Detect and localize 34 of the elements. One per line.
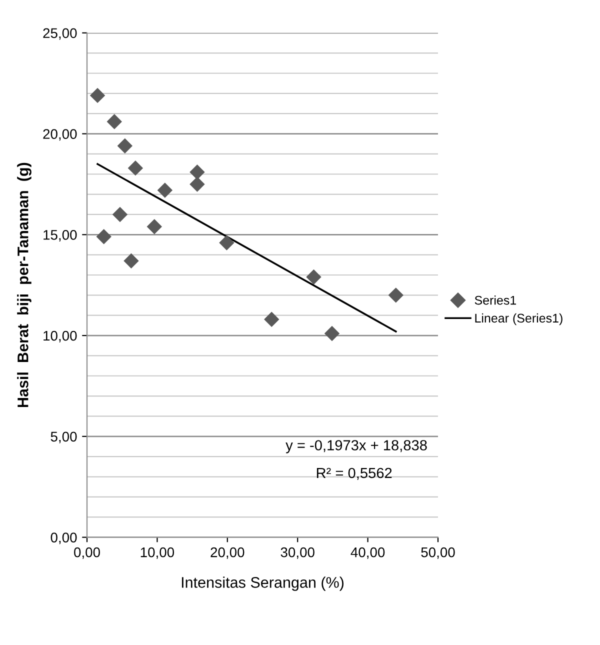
point (112, 206, 128, 222)
y-tick-label: 0,00 (50, 532, 77, 544)
x-axis-title: Intensitas Serangan (%) (182, 576, 344, 591)
point (190, 176, 205, 192)
point (117, 138, 133, 154)
y-tick-label: 10,00 (44, 330, 77, 342)
point (190, 164, 205, 180)
y-axis-title: Hasil Berat biji per-Tanaman (g) (17, 162, 32, 408)
x-tick-label: 10,00 (140, 547, 174, 559)
y-tick-label: 20,00 (43, 129, 77, 141)
point (128, 160, 144, 176)
legend-label: Series1 (474, 296, 516, 305)
point (306, 269, 322, 285)
y-tick-label: 15,00 (44, 230, 77, 242)
point (264, 312, 280, 327)
annotation: R² = 0,5562 (316, 468, 392, 480)
x-tick-label: 30,00 (280, 547, 314, 559)
x-tick-label: 40,00 (350, 547, 385, 559)
point (157, 182, 173, 198)
legend-label: Linear (Series1) (475, 313, 562, 326)
y-tick-label: 5,00 (50, 432, 77, 444)
y-tick-label: 25,00 (43, 28, 77, 40)
point (96, 229, 112, 244)
point (219, 235, 234, 250)
point (106, 114, 122, 130)
point (124, 253, 139, 268)
x-tick-label: 0,00 (74, 547, 100, 559)
x-tick-label: 50,00 (421, 547, 455, 559)
annotation: y = -0,1973x + 18,838 (286, 440, 427, 454)
point (388, 288, 404, 303)
x-tick-label: 20,00 (210, 547, 244, 559)
point (146, 218, 162, 234)
point (324, 326, 340, 342)
point (90, 88, 106, 104)
